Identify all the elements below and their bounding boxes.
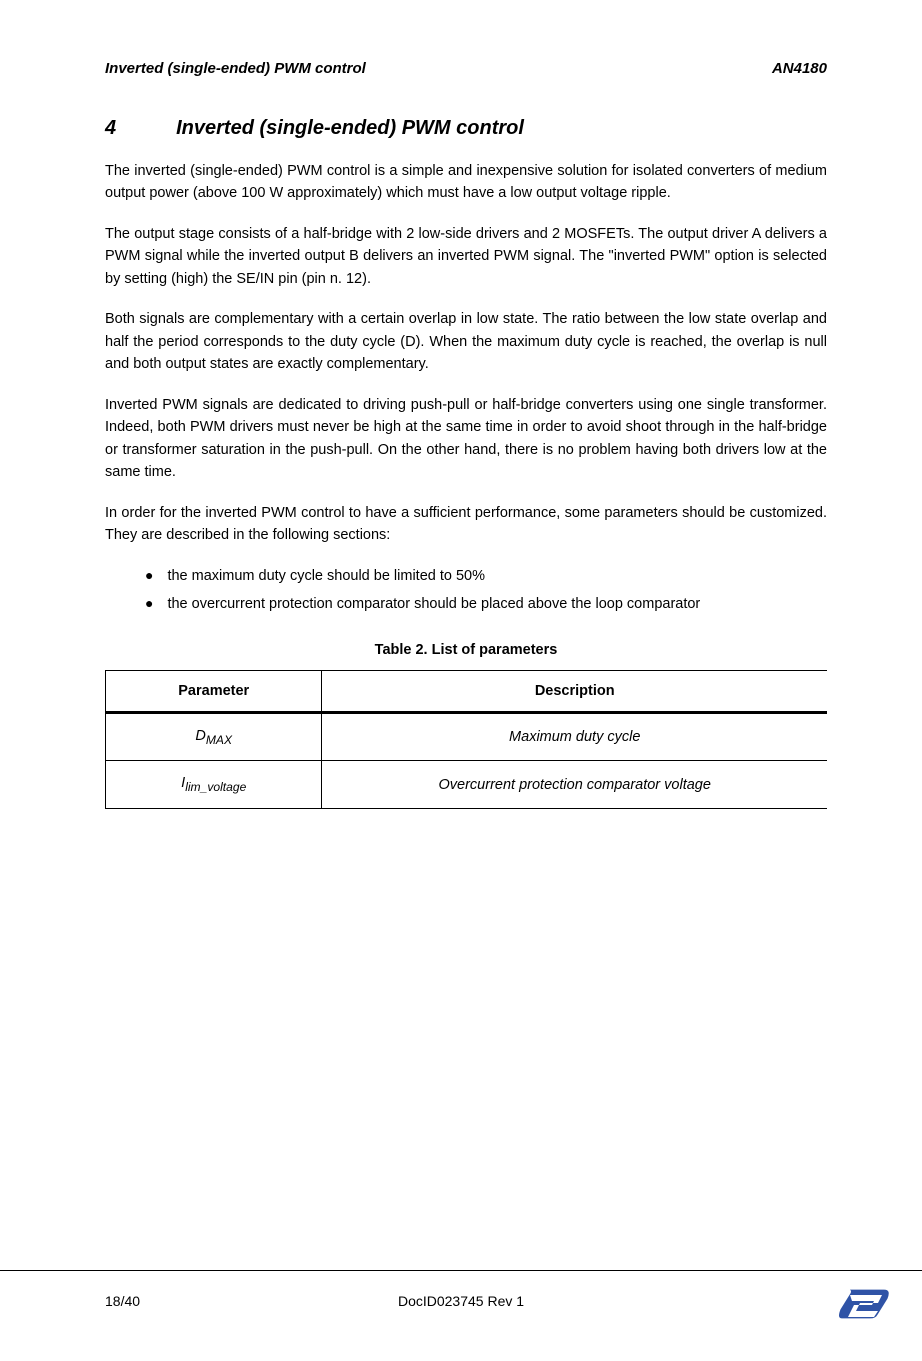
paragraph-3: Both signals are complementary with a ce… — [105, 308, 827, 375]
doc-id: DocID023745 Rev 1 — [398, 1293, 524, 1309]
header-doc-code: AN4180 — [772, 60, 827, 77]
section-heading: 4 Inverted (single-ended) PWM control — [105, 117, 827, 140]
page-header: Inverted (single-ended) PWM control AN41… — [105, 60, 827, 77]
table-cell-desc: Overcurrent protection comparator voltag… — [322, 761, 827, 809]
bullet-text-1: the maximum duty cycle should be limited… — [167, 565, 485, 587]
paragraph-1: The inverted (single-ended) PWM control … — [105, 160, 827, 205]
table-cell-param: DMAX — [106, 712, 322, 761]
table-header-row: Parameter Description — [106, 670, 828, 712]
paragraph-5: In order for the inverted PWM control to… — [105, 502, 827, 547]
bullet-item-1: ● the maximum duty cycle should be limit… — [145, 565, 827, 587]
table-header-parameter: Parameter — [106, 670, 322, 712]
table-header-description: Description — [322, 670, 827, 712]
table-row: Ilim_voltage Overcurrent protection comp… — [106, 761, 828, 809]
st-logo-icon — [838, 1281, 894, 1321]
table-cell-desc: Maximum duty cycle — [322, 712, 827, 761]
page-number: 18/40 — [105, 1293, 140, 1309]
table-cell-param: Ilim_voltage — [106, 761, 322, 809]
table-caption: Table 2. List of parameters — [105, 642, 827, 658]
bullet-marker-icon: ● — [145, 596, 153, 610]
page-footer: 18/40 DocID023745 Rev 1 — [0, 1270, 922, 1321]
section-number: 4 — [105, 117, 116, 140]
bullet-item-2: ● the overcurrent protection comparator … — [145, 593, 827, 615]
paragraph-4: Inverted PWM signals are dedicated to dr… — [105, 394, 827, 484]
paragraph-2: The output stage consists of a half-brid… — [105, 223, 827, 290]
parameters-table: Parameter Description DMAX Maximum duty … — [105, 670, 827, 810]
table-row: DMAX Maximum duty cycle — [106, 712, 828, 761]
bullet-marker-icon: ● — [145, 568, 153, 582]
header-section-title: Inverted (single-ended) PWM control — [105, 60, 366, 77]
bullet-text-2: the overcurrent protection comparator sh… — [167, 593, 700, 615]
section-title: Inverted (single-ended) PWM control — [176, 117, 524, 140]
page-root: Inverted (single-ended) PWM control AN41… — [0, 0, 922, 1361]
